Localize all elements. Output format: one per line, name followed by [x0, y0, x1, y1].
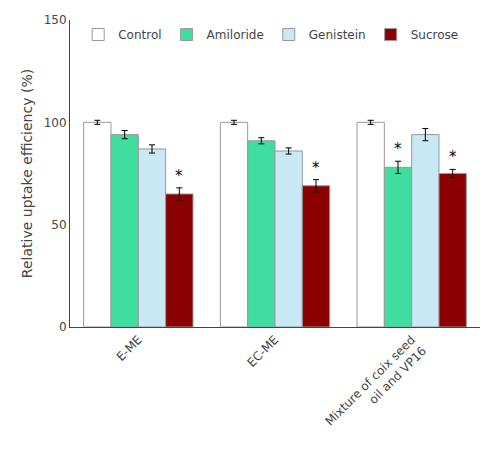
svg-text:150: 150	[44, 13, 67, 27]
svg-text:E-ME: E-ME	[114, 333, 145, 364]
svg-text:EC-ME: EC-ME	[244, 333, 281, 370]
svg-text:*: *	[449, 148, 457, 166]
svg-text:*: *	[394, 140, 402, 158]
svg-text:*: *	[312, 159, 320, 177]
svg-text:Mixture of coix seedoil and VP: Mixture of coix seedoil and VP16	[322, 333, 429, 440]
svg-text:0: 0	[59, 320, 67, 334]
svg-text:Relative uptake efficiency (%): Relative uptake efficiency (%)	[19, 69, 35, 278]
svg-text:100: 100	[44, 116, 67, 130]
svg-text:Sucrose: Sucrose	[411, 28, 458, 42]
svg-text:50: 50	[51, 218, 66, 232]
svg-text:*: *	[175, 167, 183, 185]
svg-text:Genistein: Genistein	[309, 28, 366, 42]
svg-text:Control: Control	[118, 28, 161, 42]
svg-text:Amiloride: Amiloride	[207, 28, 264, 42]
